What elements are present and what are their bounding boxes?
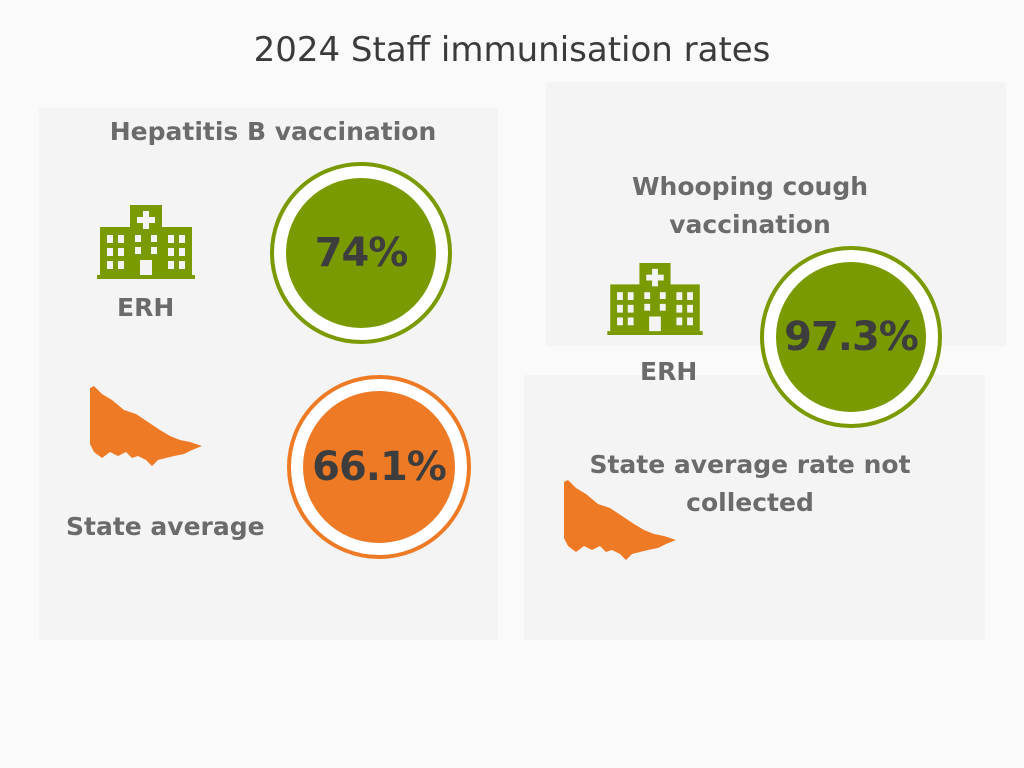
hospital-icon [97,205,195,279]
victoria-map-icon [90,386,202,466]
whooping-cough-heading-line2: vaccination [669,210,831,239]
state-average-label: State average [66,512,265,541]
state-average-not-collected-note: State average rate not collected [560,446,940,522]
erh-label: ERH [640,357,698,386]
hepatitis-b-heading: Hepatitis B vaccination [109,117,437,146]
state-hepatitis-b-rate-circle: 66.1% [287,375,471,559]
state-note-line1: State average rate not [589,450,911,479]
erh-whooping-cough-rate-circle: 97.3% [760,246,942,428]
state-hepatitis-b-rate: 66.1% [312,444,447,490]
erh-whooping-cough-rate: 97.3% [784,314,919,360]
whooping-cough-heading: Whooping cough vaccination [546,168,954,244]
hospital-icon [607,263,703,335]
erh-hepatitis-b-rate: 74% [314,230,409,276]
hepatitis-b-panel [39,108,498,640]
state-note-line2: collected [686,488,814,517]
erh-label: ERH [117,293,175,322]
erh-hepatitis-b-rate-circle: 74% [270,162,452,344]
page-title: 2024 Staff immunisation rates [253,30,771,70]
whooping-cough-heading-line1: Whooping cough [631,172,869,201]
victoria-map-icon [564,480,676,560]
